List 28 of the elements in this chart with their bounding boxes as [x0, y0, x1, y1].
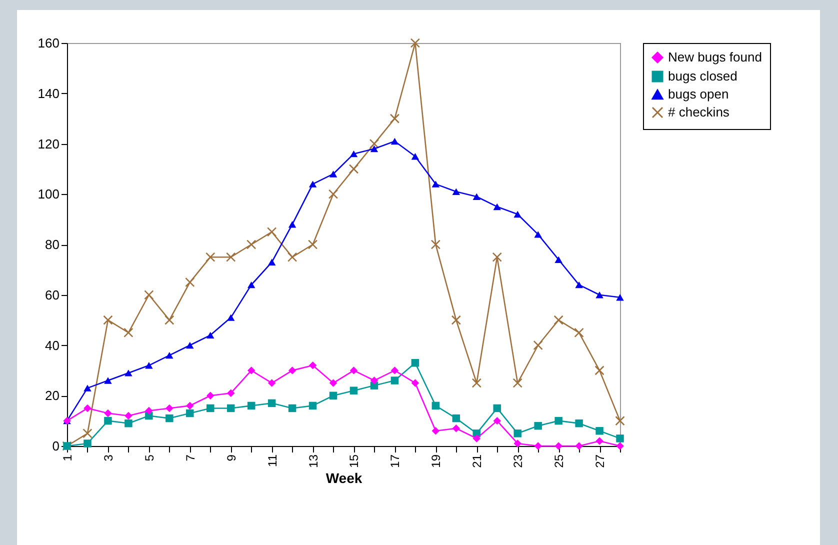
- x-tick-label: 19: [429, 454, 444, 468]
- y-tick-label: 20: [45, 388, 60, 404]
- y-tick-label: 60: [45, 287, 60, 302]
- x-tick-label: 11: [265, 454, 280, 467]
- x-axis-title: Week: [326, 470, 362, 486]
- x-tick-label: 25: [552, 454, 566, 468]
- x-tick-label: 1: [60, 454, 74, 462]
- y-tick-label: 0: [52, 438, 60, 454]
- legend-label: bugs open: [668, 86, 729, 102]
- legend-label: bugs closed: [668, 68, 738, 84]
- x-tick-label: 3: [101, 454, 116, 462]
- y-tick-label: 120: [38, 136, 60, 152]
- y-tick-label: 80: [45, 237, 60, 252]
- legend-label: New bugs found: [668, 50, 762, 64]
- x-tick-label: 9: [224, 454, 238, 462]
- y-tick-label: 140: [38, 86, 60, 101]
- x-tick-label: 27: [593, 454, 608, 468]
- y-tick-label: 40: [45, 338, 60, 353]
- x-tick-label: 15: [347, 454, 362, 468]
- y-tick-label: 160: [38, 36, 60, 50]
- legend-label: # checkins: [668, 104, 730, 120]
- x-tick-label: 13: [306, 454, 320, 468]
- x-tick-label: 7: [183, 454, 198, 462]
- x-tick-label: 23: [511, 454, 526, 468]
- x-tick-label: 17: [388, 454, 402, 468]
- x-tick-label: 21: [470, 454, 484, 468]
- x-tick-label: 5: [142, 454, 156, 462]
- y-tick-label: 100: [38, 186, 60, 202]
